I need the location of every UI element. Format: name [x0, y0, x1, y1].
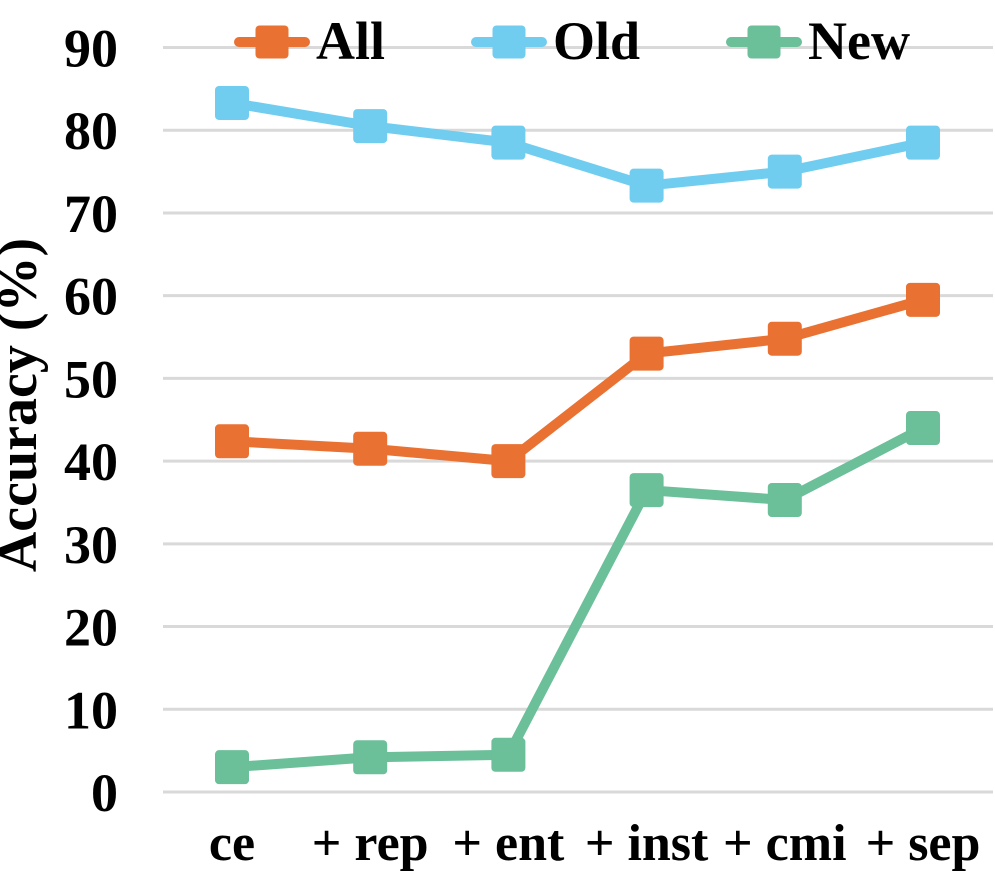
y-tick-label-30: 30	[64, 515, 118, 575]
y-tick-label-80: 80	[64, 101, 118, 161]
x-axis-label-+ent: + ent	[452, 815, 565, 872]
y-tick-label-60: 60	[64, 267, 118, 327]
marker-all-+sep	[906, 282, 940, 317]
x-axis-label-+sep: + sep	[866, 815, 981, 872]
marker-all-ce	[215, 424, 249, 459]
y-tick-label-20: 20	[64, 598, 118, 658]
marker-old-+cmi	[767, 154, 802, 189]
marker-all-+inst	[629, 336, 664, 371]
marker-new-+rep	[353, 740, 388, 775]
series-old	[215, 85, 940, 203]
marker-old-ce	[215, 85, 249, 120]
x-axis-label-ce: ce	[209, 815, 255, 872]
series-new	[215, 411, 940, 785]
marker-new-+cmi	[767, 482, 802, 517]
legend-item-new: New	[726, 11, 910, 71]
y-tick-label-70: 70	[64, 184, 118, 244]
legend-label-old: Old	[553, 11, 640, 71]
x-axis-label-+cmi: + cmi	[723, 815, 846, 872]
series-all	[215, 282, 940, 479]
y-tick-label-90: 90	[64, 19, 118, 79]
y-tick-label-40: 40	[64, 432, 118, 492]
series-lines	[215, 85, 940, 785]
marker-new-+inst	[629, 473, 664, 508]
marker-new-+sep	[906, 411, 940, 446]
y-axis-tick-labels: 0 10 20 30 40 50 60 70 80 90	[64, 19, 118, 823]
series-line-all	[227, 294, 928, 467]
y-axis-title: Accuracy (%)	[0, 238, 49, 572]
legend-item-all: All	[234, 11, 385, 71]
marker-new-ce	[215, 750, 249, 785]
legend-label-new: New	[808, 11, 910, 71]
y-tick-label-10: 10	[64, 680, 118, 740]
legend-marker-icon	[255, 25, 289, 59]
legend-label-all: All	[316, 11, 385, 71]
series-line-new	[227, 423, 928, 773]
legend-marker-icon	[492, 25, 526, 59]
series-line-old	[227, 97, 928, 191]
legend-item-old: Old	[471, 11, 640, 71]
legend: All Old New	[234, 11, 910, 71]
marker-old-+ent	[491, 125, 526, 160]
x-axis-label-+inst: + inst	[585, 815, 709, 872]
marker-old-+rep	[353, 109, 388, 144]
marker-old-+inst	[629, 168, 664, 203]
y-tick-label-50: 50	[64, 349, 118, 409]
gridlines	[163, 46, 993, 794]
marker-all-+ent	[491, 444, 526, 479]
marker-all-+cmi	[767, 321, 802, 356]
legend-marker-icon	[747, 25, 781, 59]
x-axis-label-+rep: + rep	[312, 815, 429, 872]
y-tick-label-0: 0	[91, 763, 118, 823]
marker-new-+ent	[491, 737, 526, 772]
x-axis-category-labels: ce + rep + ent + inst + cmi + sep	[209, 815, 981, 872]
marker-old-+sep	[906, 125, 940, 160]
marker-all-+rep	[353, 431, 388, 466]
